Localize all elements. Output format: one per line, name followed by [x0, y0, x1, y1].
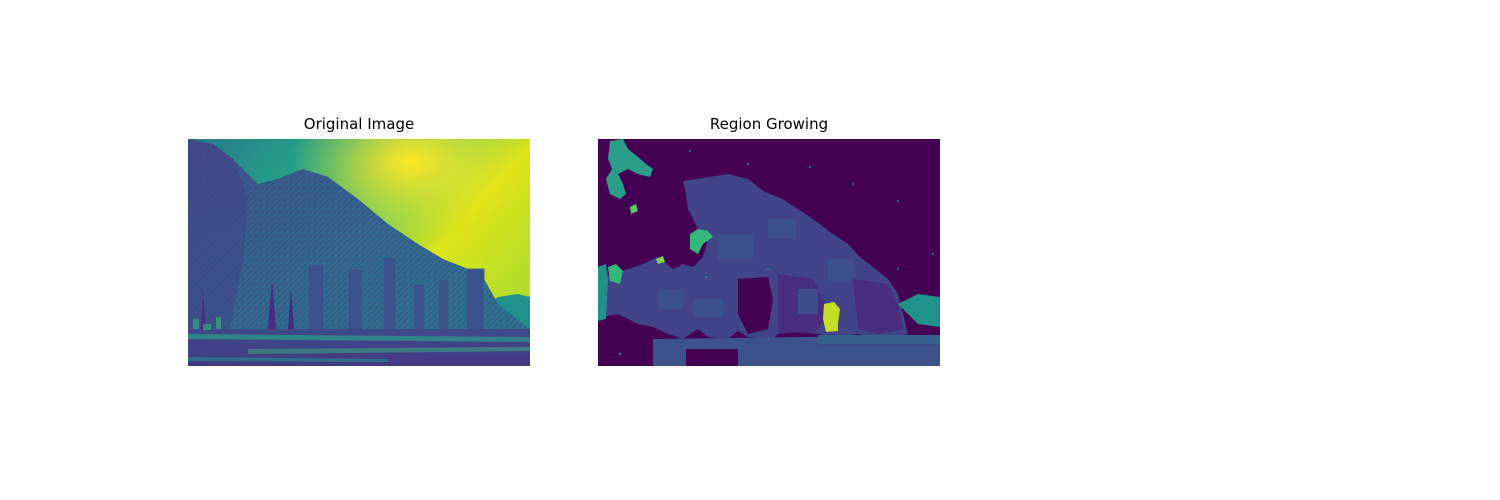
original-image-title: Original Image [303, 115, 415, 133]
original-image-panel: Original Image [188, 110, 530, 366]
region-growing-title: Region Growing [709, 115, 829, 133]
region-growing-panel: Region Growing [598, 110, 940, 366]
original-image [188, 139, 530, 366]
region-growing-image [598, 139, 940, 366]
